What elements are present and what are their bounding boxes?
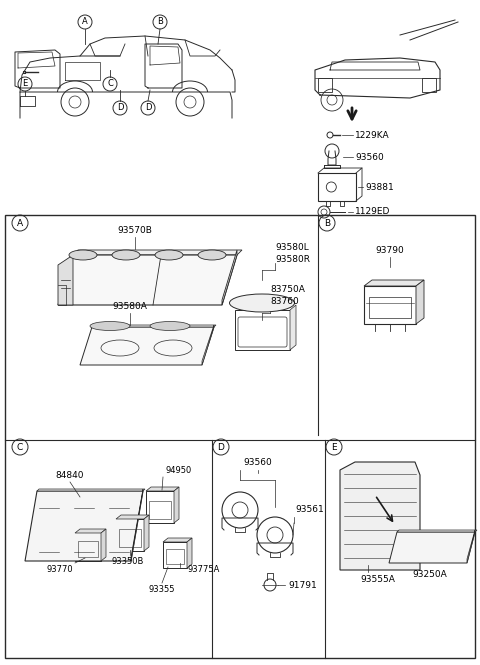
Ellipse shape (198, 250, 226, 260)
Text: 93580A: 93580A (113, 302, 147, 311)
Polygon shape (397, 530, 477, 532)
Ellipse shape (150, 321, 190, 331)
Text: 93570B: 93570B (118, 226, 153, 235)
Polygon shape (290, 305, 296, 350)
Text: 93560: 93560 (355, 152, 384, 162)
Bar (344, 470, 412, 495)
Bar (5, 215, 475, 658)
Text: 93770: 93770 (47, 565, 73, 574)
Text: 93561: 93561 (295, 505, 324, 515)
Bar (422, 78, 436, 92)
Text: 93775A: 93775A (188, 565, 220, 574)
Ellipse shape (155, 250, 183, 260)
Text: 83750A: 83750A (270, 285, 305, 295)
Polygon shape (340, 462, 420, 570)
Bar (75, 533, 101, 561)
Text: D: D (117, 104, 123, 112)
Bar (163, 542, 187, 568)
Bar (318, 78, 332, 92)
Bar (369, 297, 411, 318)
Text: D: D (145, 104, 151, 112)
Text: B: B (157, 17, 163, 27)
Text: 94950: 94950 (165, 466, 191, 475)
Polygon shape (75, 529, 106, 533)
Bar (107, 504, 131, 556)
Bar (397, 540, 411, 560)
Polygon shape (364, 280, 424, 286)
Ellipse shape (229, 294, 295, 312)
Text: 93580L: 93580L (275, 243, 309, 251)
Bar (415, 540, 429, 560)
Polygon shape (467, 530, 475, 563)
Text: 91791: 91791 (288, 581, 317, 589)
Text: 93560: 93560 (244, 458, 272, 467)
Text: A: A (82, 17, 88, 27)
Polygon shape (101, 529, 106, 561)
Polygon shape (58, 255, 73, 305)
Text: 93881: 93881 (365, 182, 394, 192)
Bar (149, 501, 171, 519)
Polygon shape (187, 538, 192, 568)
Polygon shape (37, 489, 145, 491)
Text: 1129ED: 1129ED (355, 207, 390, 217)
Text: 93355: 93355 (149, 585, 175, 594)
Polygon shape (25, 491, 143, 561)
Bar (318, 173, 356, 201)
Text: E: E (23, 80, 28, 88)
Text: 1229KA: 1229KA (355, 130, 390, 140)
Text: 93350B: 93350B (112, 557, 144, 566)
Polygon shape (416, 280, 424, 324)
Bar (433, 540, 447, 560)
Polygon shape (58, 255, 237, 305)
Bar (119, 529, 141, 547)
Polygon shape (202, 325, 214, 365)
Text: 93790: 93790 (376, 246, 404, 255)
Text: D: D (217, 442, 225, 452)
Text: C: C (17, 442, 23, 452)
Polygon shape (116, 515, 149, 519)
Text: 83760: 83760 (270, 297, 299, 307)
Text: 84840: 84840 (55, 471, 84, 480)
Polygon shape (92, 325, 216, 327)
Text: A: A (17, 219, 23, 227)
Polygon shape (146, 487, 179, 491)
Text: 93555A: 93555A (360, 575, 395, 584)
Polygon shape (144, 515, 149, 551)
Text: B: B (324, 219, 330, 227)
Bar (146, 491, 174, 523)
Text: C: C (107, 80, 113, 88)
Bar (72, 504, 96, 556)
Bar (116, 519, 144, 551)
Bar (78, 541, 98, 557)
Polygon shape (174, 487, 179, 523)
Ellipse shape (90, 321, 130, 331)
Ellipse shape (69, 250, 97, 260)
Bar (451, 540, 465, 560)
Text: E: E (331, 442, 337, 452)
Bar (235, 310, 290, 350)
Bar (364, 286, 416, 324)
Polygon shape (163, 538, 192, 542)
Ellipse shape (112, 250, 140, 260)
Polygon shape (222, 250, 237, 305)
Polygon shape (73, 250, 242, 255)
Text: 93250A: 93250A (413, 570, 447, 579)
Bar (166, 549, 184, 564)
Polygon shape (80, 327, 214, 365)
Text: 93580R: 93580R (275, 255, 310, 263)
Polygon shape (389, 532, 475, 563)
Bar (37, 504, 61, 556)
Polygon shape (131, 489, 143, 561)
